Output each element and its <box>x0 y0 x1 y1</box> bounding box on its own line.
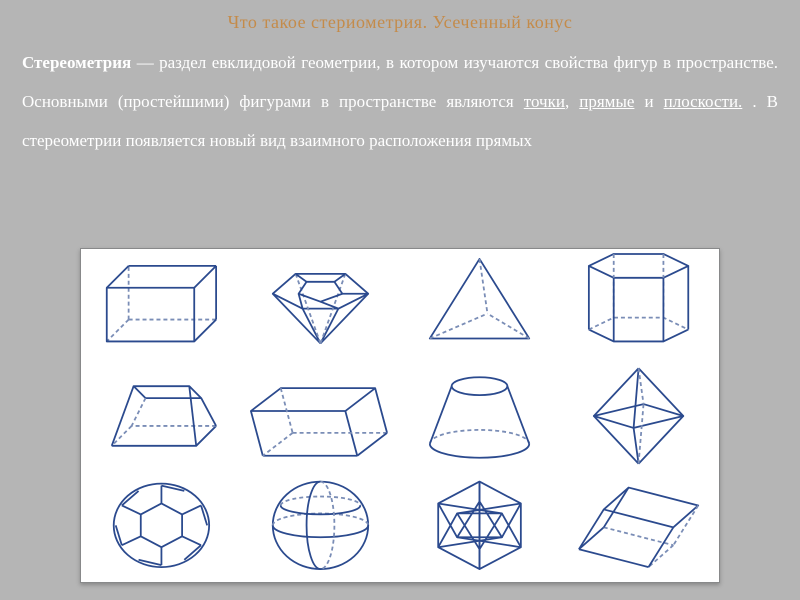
body-paragraph: Стереометрия — раздел евклидовой геометр… <box>0 43 800 160</box>
text-3: и <box>634 92 663 111</box>
shapes-diagram <box>80 248 720 583</box>
shapes-svg <box>81 249 719 582</box>
text-2: , <box>565 92 579 111</box>
term-points: точки <box>524 92 565 111</box>
term-bold: Стереометрия <box>22 53 131 72</box>
slide-title: Что такое стериометрия. Усеченный конус <box>0 0 800 43</box>
term-planes: плоскости. <box>664 92 743 111</box>
term-lines: прямые <box>579 92 634 111</box>
